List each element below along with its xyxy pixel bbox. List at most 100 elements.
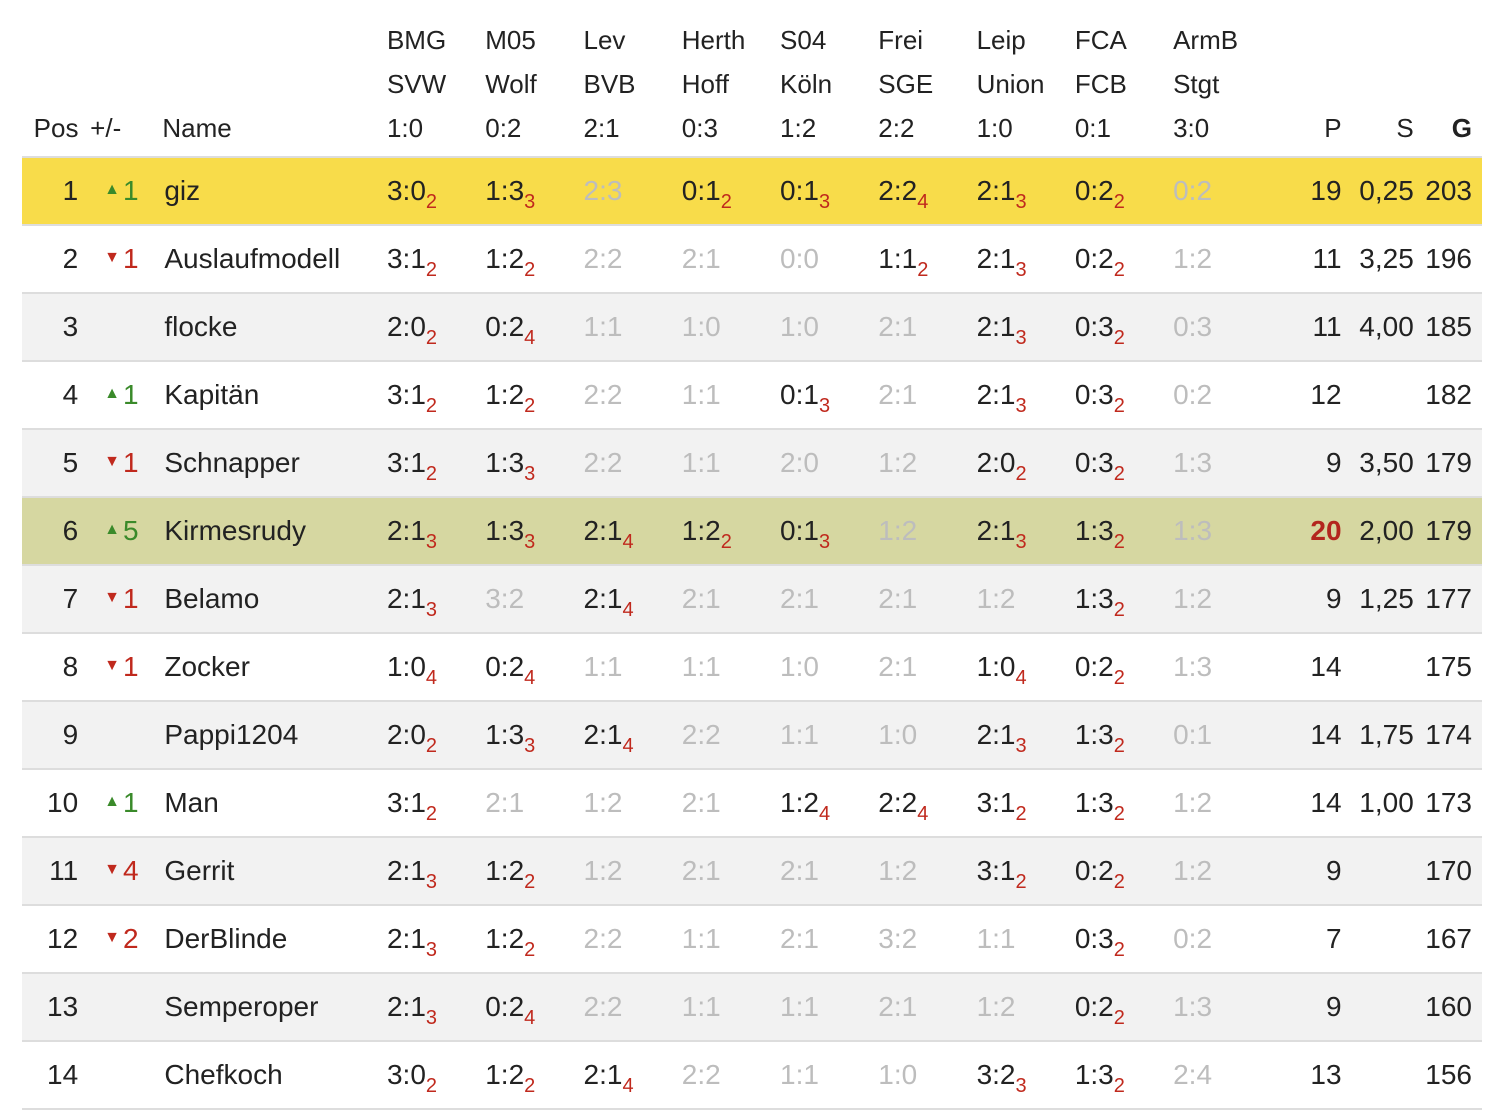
table-row[interactable]: 3 flocke 2:02 0:24 1:1 1:0 1:0 2:1 2:13 0:32 0:3 11… <box>22 293 1482 361</box>
tip-cell[interactable]: 1:22 <box>485 225 583 293</box>
player-name[interactable]: giz <box>164 175 201 206</box>
tip-cell[interactable]: 2:14 <box>584 497 682 565</box>
tip-cell[interactable]: 2:4 <box>1173 1041 1271 1109</box>
tip-cell[interactable]: 2:13 <box>977 225 1075 293</box>
player-name[interactable]: flocke <box>164 311 238 342</box>
tip-cell[interactable]: 2:1 <box>878 293 976 361</box>
tip-cell[interactable]: 3:12 <box>977 769 1075 837</box>
tip-cell[interactable]: 0:22 <box>1075 225 1173 293</box>
tip-cell[interactable]: 0:22 <box>1075 633 1173 701</box>
tip-cell[interactable]: 0:2 <box>1173 361 1271 429</box>
tip-cell[interactable]: 1:22 <box>682 497 780 565</box>
tip-cell[interactable]: 1:1 <box>584 633 682 701</box>
tip-cell[interactable]: 0:22 <box>1075 973 1173 1041</box>
tip-cell[interactable]: 0:2 <box>1173 905 1271 973</box>
tip-cell[interactable]: 3:23 <box>977 1041 1075 1109</box>
tip-cell[interactable]: 2:24 <box>878 769 976 837</box>
tip-cell[interactable]: 1:2 <box>1173 565 1271 633</box>
tip-cell[interactable]: 2:13 <box>387 905 485 973</box>
tip-cell[interactable]: 0:13 <box>780 157 878 225</box>
tip-cell[interactable]: 2:1 <box>878 361 976 429</box>
tip-cell[interactable]: 2:13 <box>387 565 485 633</box>
tip-cell[interactable]: 2:2 <box>584 905 682 973</box>
tip-cell[interactable]: 1:32 <box>1075 769 1173 837</box>
tip-cell[interactable]: 3:12 <box>387 769 485 837</box>
tip-cell[interactable]: 2:1 <box>780 565 878 633</box>
tip-cell[interactable]: 2:02 <box>387 701 485 769</box>
tip-cell[interactable]: 0:24 <box>485 633 583 701</box>
tip-cell[interactable]: 2:13 <box>977 701 1075 769</box>
tip-cell[interactable]: 2:1 <box>485 769 583 837</box>
tip-cell[interactable]: 0:13 <box>780 361 878 429</box>
player-name[interactable]: Pappi1204 <box>164 719 299 750</box>
tip-cell[interactable]: 1:33 <box>485 497 583 565</box>
tip-cell[interactable]: 2:13 <box>977 497 1075 565</box>
tip-cell[interactable]: 1:2 <box>584 769 682 837</box>
tip-cell[interactable]: 2:1 <box>878 973 976 1041</box>
tip-cell[interactable]: 2:2 <box>682 1041 780 1109</box>
tip-cell[interactable]: 0:32 <box>1075 905 1173 973</box>
tip-cell[interactable]: 1:22 <box>485 837 583 905</box>
tip-cell[interactable]: 2:2 <box>584 973 682 1041</box>
tip-cell[interactable]: 1:0 <box>878 1041 976 1109</box>
table-row[interactable]: 5 ▼ 1 Schnapper 3:12 1:33 2:2 1:1 2:0 1:2 2:02 0:32… <box>22 429 1482 497</box>
player-name[interactable]: Gerrit <box>164 855 235 886</box>
tip-cell[interactable]: 2:3 <box>584 157 682 225</box>
tip-cell[interactable]: 2:0 <box>780 429 878 497</box>
tip-cell[interactable]: 2:02 <box>977 429 1075 497</box>
tip-cell[interactable]: 1:22 <box>485 905 583 973</box>
tip-cell[interactable]: 2:2 <box>584 429 682 497</box>
player-name[interactable]: Semperoper <box>164 991 319 1022</box>
tip-cell[interactable]: 1:24 <box>780 769 878 837</box>
table-row[interactable]: 4 ▲ 1 Kapitän 3:12 1:22 2:2 1:1 0:13 2:1 2:13 0:32 0… <box>22 361 1482 429</box>
tip-cell[interactable]: 1:0 <box>780 293 878 361</box>
match-header-0[interactable]: BMG SVW 1:0 <box>387 0 485 157</box>
tip-cell[interactable]: 0:1 <box>1173 701 1271 769</box>
player-name[interactable]: Belamo <box>164 583 260 614</box>
tip-cell[interactable]: 2:02 <box>387 293 485 361</box>
player-name[interactable]: Schnapper <box>164 447 300 478</box>
tip-cell[interactable]: 1:0 <box>780 633 878 701</box>
tip-cell[interactable]: 2:1 <box>682 837 780 905</box>
tip-cell[interactable]: 1:3 <box>1173 497 1271 565</box>
tip-cell[interactable]: 1:1 <box>682 361 780 429</box>
col-header-g[interactable]: G <box>1451 113 1472 143</box>
col-header-points[interactable]: P <box>1324 113 1342 143</box>
tip-cell[interactable]: 1:1 <box>682 429 780 497</box>
tip-cell[interactable]: 3:12 <box>977 837 1075 905</box>
tip-cell[interactable]: 3:02 <box>387 1041 485 1109</box>
tip-cell[interactable]: 1:33 <box>485 157 583 225</box>
tip-cell[interactable]: 2:13 <box>977 157 1075 225</box>
tip-cell[interactable]: 2:13 <box>977 293 1075 361</box>
match-header-4[interactable]: S04 Köln 1:2 <box>780 0 878 157</box>
tip-cell[interactable]: 1:2 <box>1173 769 1271 837</box>
tip-cell[interactable]: 3:2 <box>878 905 976 973</box>
player-name[interactable]: Man <box>164 787 219 818</box>
col-header-name[interactable]: Name <box>162 113 232 143</box>
tip-cell[interactable]: 3:12 <box>387 225 485 293</box>
tip-cell[interactable]: 0:32 <box>1075 361 1173 429</box>
table-row[interactable]: 14 Chefkoch 3:02 1:22 2:14 2:2 1:1 1:0 3:23 1:32 2… <box>22 1041 1482 1109</box>
tip-cell[interactable]: 3:2 <box>485 565 583 633</box>
tip-cell[interactable]: 1:32 <box>1075 497 1173 565</box>
tip-cell[interactable]: 1:2 <box>977 565 1075 633</box>
tip-cell[interactable]: 3:12 <box>387 429 485 497</box>
tip-cell[interactable]: 1:22 <box>485 1041 583 1109</box>
tip-cell[interactable]: 2:14 <box>584 565 682 633</box>
table-row[interactable]: 10 ▲ 1 Man 3:12 2:1 1:2 2:1 1:24 2:24 3:12 1:32 1:2 1… <box>22 769 1482 837</box>
tip-cell[interactable]: 1:2 <box>1173 225 1271 293</box>
tip-cell[interactable]: 1:04 <box>387 633 485 701</box>
tip-cell[interactable]: 2:13 <box>387 837 485 905</box>
table-row[interactable]: 8 ▼ 1 Zocker 1:04 0:24 1:1 1:1 1:0 2:1 1:04 0:22 1:3… <box>22 633 1482 701</box>
tip-cell[interactable]: 0:24 <box>485 973 583 1041</box>
match-header-2[interactable]: Lev BVB 2:1 <box>584 0 682 157</box>
table-row[interactable]: 13 Semperoper 2:13 0:24 2:2 1:1 1:1 2:1 1:2 0:22 1… <box>22 973 1482 1041</box>
tip-cell[interactable]: 1:1 <box>682 973 780 1041</box>
table-row[interactable]: 7 ▼ 1 Belamo 2:13 3:2 2:14 2:1 2:1 2:1 1:2 1:32 1:2 9… <box>22 565 1482 633</box>
tip-cell[interactable]: 2:1 <box>780 905 878 973</box>
tip-cell[interactable]: 2:2 <box>584 225 682 293</box>
tip-cell[interactable]: 0:2 <box>1173 157 1271 225</box>
tip-cell[interactable]: 1:0 <box>878 701 976 769</box>
tip-cell[interactable]: 1:33 <box>485 701 583 769</box>
tip-cell[interactable]: 1:1 <box>682 905 780 973</box>
